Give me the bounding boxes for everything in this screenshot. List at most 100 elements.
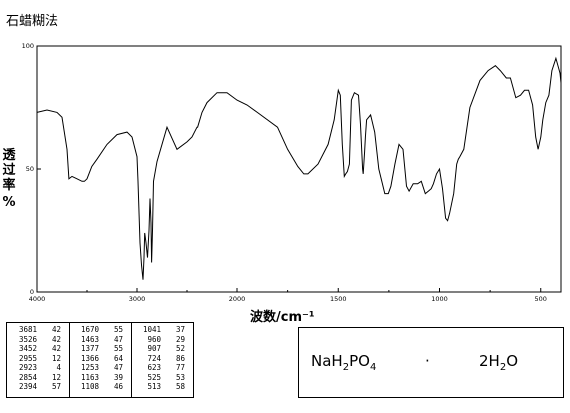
peak-transmittance: 29 [175, 334, 185, 344]
peak-wavenumber: 1041 [142, 325, 161, 334]
peak-wavenumber: 1366 [80, 353, 99, 363]
peak-transmittance: 39 [113, 372, 123, 382]
peak-table-divider [69, 323, 70, 397]
peak-table-row: 2394 57 [9, 382, 61, 392]
formula-subscript: 4 [369, 362, 377, 373]
y-axis-label-char: 透 [2, 148, 16, 163]
x-tick-label: 3000 [129, 295, 146, 303]
peak-transmittance: 77 [175, 363, 185, 372]
x-tick-label: 2000 [229, 295, 246, 303]
peak-table-row: 907 52 [133, 344, 185, 354]
y-tick-label: 100 [22, 42, 34, 50]
formula-main: NaH2PO4 [311, 352, 376, 373]
y-tick-label: 50 [26, 165, 34, 173]
peak-wavenumber: 3452 [18, 344, 37, 353]
y-tick-label: 0 [30, 288, 34, 296]
peak-table-row: 1108 46 [71, 382, 123, 392]
peak-transmittance: 37 [175, 325, 185, 334]
x-tick-label: 4000 [29, 295, 46, 303]
peak-transmittance: 58 [175, 382, 185, 391]
peak-wavenumber: 2923 [18, 363, 37, 372]
spectrum-series-line [36, 56, 562, 280]
peak-table-column: 1670 55 1463 47 1377 55 1366 64 1253 47 1163 39 1108… [71, 325, 123, 392]
peak-table-row: 623 77 [133, 363, 185, 373]
peak-table-column: 3681 42 3526 42 3452 42 2955 12 2923 4 2854 12 2394 5… [9, 325, 61, 392]
plot-frame [36, 45, 562, 293]
peak-transmittance: 47 [113, 363, 123, 372]
peak-table-row: 525 53 [133, 373, 185, 383]
formula-part: PO [349, 352, 370, 370]
peak-wavenumber: 513 [147, 382, 161, 391]
formula-dot: · [425, 352, 430, 370]
peak-wavenumber: 1670 [80, 325, 99, 334]
peak-transmittance: 52 [175, 344, 185, 353]
y-axis-label-char: 率 [2, 178, 16, 193]
peak-wavenumber: 724 [147, 353, 161, 363]
formula-subscript: 2 [499, 362, 507, 373]
peak-table-column: 1041 37 960 29 907 52 724 86 623 77 525 53 513 58 [133, 325, 185, 392]
peak-wavenumber: 1377 [80, 344, 99, 353]
peak-transmittance: 4 [56, 363, 61, 372]
peak-transmittance: 12 [51, 372, 61, 382]
peak-transmittance: 47 [113, 334, 123, 344]
peak-table-row: 1463 47 [71, 335, 123, 345]
peak-table-row: 2955 12 [9, 354, 61, 364]
x-axis-ticks: 4000 3000 2000 1500 1000 500 [29, 288, 547, 303]
peak-wavenumber: 1163 [80, 372, 99, 382]
peak-wavenumber: 1463 [80, 334, 99, 344]
formula-hydrate: 2H2O [479, 352, 518, 373]
formula-part: O [506, 352, 519, 370]
peak-table-row: 724 86 [133, 354, 185, 364]
peak-transmittance: 42 [51, 344, 61, 353]
peak-wavenumber: 1253 [80, 363, 99, 372]
formula-part: 2H [479, 352, 500, 370]
formula-part: NaH [311, 352, 343, 370]
peak-wavenumber: 2854 [18, 372, 37, 382]
x-tick-label: 500 [535, 295, 547, 303]
peak-transmittance: 64 [113, 353, 123, 363]
peak-table-row: 2854 12 [9, 373, 61, 383]
peak-table-row: 1163 39 [71, 373, 123, 383]
y-axis-label-text: 透过率 [2, 148, 16, 193]
peak-table-row: 3681 42 [9, 325, 61, 335]
peak-transmittance: 46 [113, 382, 123, 391]
peak-table-row: 3452 42 [9, 344, 61, 354]
peak-transmittance: 55 [113, 325, 123, 334]
peak-table-row: 3526 42 [9, 335, 61, 345]
peak-table-row: 1366 64 [71, 354, 123, 364]
y-axis-label: 透过率 % [2, 148, 16, 210]
peak-wavenumber: 1108 [80, 382, 99, 391]
x-axis-label: 波数/cm⁻¹ [250, 310, 315, 325]
peak-table-row: 2923 4 [9, 363, 61, 373]
peak-wavenumber: 2394 [18, 382, 37, 391]
peak-table-row: 960 29 [133, 335, 185, 345]
peak-table: 3681 42 3526 42 3452 42 2955 12 2923 4 2854 12 2394 5… [6, 322, 194, 398]
peak-transmittance: 86 [175, 353, 185, 363]
peak-wavenumber: 623 [147, 363, 161, 372]
peak-table-divider [131, 323, 132, 397]
peak-wavenumber: 3526 [18, 334, 37, 344]
y-axis-unit: % [2, 195, 16, 210]
x-tick-label: 1500 [330, 295, 347, 303]
y-axis-ticks: 0 50 100 [22, 42, 41, 296]
method-label: 石蜡糊法 [6, 14, 59, 29]
peak-table-row: 1377 55 [71, 344, 123, 354]
compound-formula-box: NaH2PO4 · 2H2O [298, 327, 564, 398]
peak-transmittance: 55 [113, 344, 123, 353]
peak-transmittance: 57 [51, 382, 61, 391]
peak-wavenumber: 3681 [18, 325, 37, 334]
peak-table-row: 513 58 [133, 382, 185, 392]
peak-transmittance: 12 [51, 353, 61, 363]
peak-table-row: 1041 37 [133, 325, 185, 335]
y-axis-label-char: 过 [2, 163, 16, 178]
peak-wavenumber: 2955 [18, 353, 37, 363]
x-tick-label: 1000 [431, 295, 448, 303]
peak-wavenumber: 907 [147, 344, 161, 353]
peak-table-row: 1253 47 [71, 363, 123, 373]
peak-transmittance: 53 [175, 372, 185, 382]
peak-wavenumber: 525 [147, 372, 161, 382]
peak-transmittance: 42 [51, 325, 61, 334]
formula-subscript: 2 [342, 362, 350, 373]
peak-transmittance: 42 [51, 334, 61, 344]
